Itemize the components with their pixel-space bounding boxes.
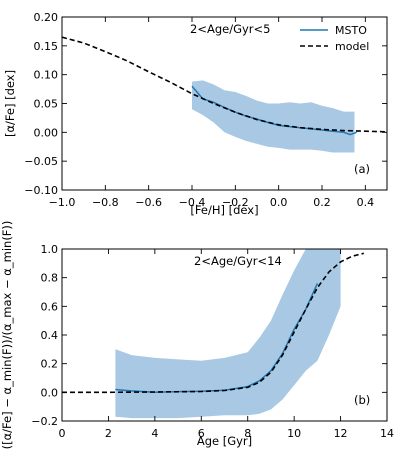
- y-tick-label: 1.0: [41, 243, 59, 256]
- uncertainty-band: [115, 249, 341, 419]
- y-tick-label: 0.00: [34, 126, 59, 139]
- annotation: 2<Age/Gyr<14: [194, 254, 282, 268]
- y-tick-label: 0.8: [41, 272, 59, 285]
- y-tick-label: −0.2: [31, 415, 58, 428]
- panel-label: (b): [354, 393, 370, 407]
- y-axis-label: [α/Fe] [dex]: [3, 70, 17, 137]
- x-tick-label: −1.0: [49, 196, 76, 209]
- x-tick-label: 8: [244, 427, 251, 440]
- series-line-model: [62, 252, 364, 394]
- x-axis-label: [Fe/H] [dex]: [190, 203, 258, 217]
- y-tick-label: 0.6: [41, 300, 59, 313]
- y-tick-label: 0.4: [41, 329, 59, 342]
- x-tick-label: 0.2: [313, 196, 331, 209]
- x-tick-label: −0.4: [179, 196, 206, 209]
- y-tick-label: 0.2: [41, 358, 59, 371]
- y-tick-label: 0.0: [41, 386, 59, 399]
- panel-b: 0 2 4 6 8 10 12 14 −0.2 0.0 0.2 0.4 0.6 0.8 1.0 Age [Gy…: [0, 221, 394, 450]
- y-tick-label: 0.10: [34, 69, 59, 82]
- x-tick-label: −0.2: [222, 196, 249, 209]
- x-tick-label: 0: [59, 427, 66, 440]
- legend-label-msto: MSTO: [335, 24, 367, 37]
- x-tick-label: 12: [334, 427, 348, 440]
- panel-a: −1.0 −0.8 −0.6 −0.4 −0.2 0.0 0.2 0.4 −0.10 −0.05 0…: [3, 11, 388, 217]
- x-tick-label: 4: [151, 427, 158, 440]
- y-tick-label: 0.05: [34, 98, 59, 111]
- annotation: 2<Age/Gyr<5: [190, 22, 270, 36]
- y-axis-label: ([α/Fe] − α_min(F))/(α_max − α_min(F)): [0, 221, 14, 450]
- series-line-model: [62, 36, 387, 133]
- uncertainty-band: [192, 80, 355, 153]
- x-tick-label: 0.4: [357, 196, 375, 209]
- legend-label-model: model: [335, 40, 369, 53]
- x-tick-label: 14: [380, 427, 394, 440]
- y-tick-label: −0.10: [24, 184, 58, 197]
- panel-label: (a): [354, 162, 370, 176]
- x-tick-label: 6: [198, 427, 205, 440]
- x-tick-label: −0.6: [135, 196, 162, 209]
- x-tick-label: 2: [105, 427, 112, 440]
- y-tick-label: 0.15: [34, 40, 59, 53]
- x-tick-label: 10: [287, 427, 301, 440]
- x-tick-label: 0.0: [270, 196, 288, 209]
- x-axis-label: Age [Gyr]: [197, 434, 252, 448]
- x-tick-label: −0.8: [92, 196, 119, 209]
- y-tick-label: 0.20: [34, 11, 59, 24]
- y-tick-label: −0.05: [24, 155, 58, 168]
